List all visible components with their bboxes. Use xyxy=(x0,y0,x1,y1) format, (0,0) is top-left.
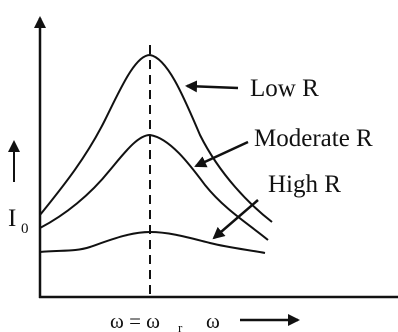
y-axis-label: I xyxy=(8,205,16,232)
high-r-pointer-arrow xyxy=(212,199,259,240)
curve-moderate-r xyxy=(39,133,269,241)
y-axis-label-subscript: 0 xyxy=(21,221,29,237)
label-moderate-r: Moderate R xyxy=(254,125,373,152)
moderate-r-pointer-arrow xyxy=(194,140,249,168)
x-resonance-label: ω = ω xyxy=(110,309,160,332)
x-resonance-label-subscript: r xyxy=(178,320,183,332)
low-r-pointer-arrow xyxy=(185,80,239,93)
label-high-r: High R xyxy=(268,171,341,198)
label-low-r: Low R xyxy=(250,75,319,102)
x-axis-label: ω xyxy=(206,309,220,332)
curve-low-r xyxy=(39,53,273,223)
curve-high-r xyxy=(39,230,266,254)
